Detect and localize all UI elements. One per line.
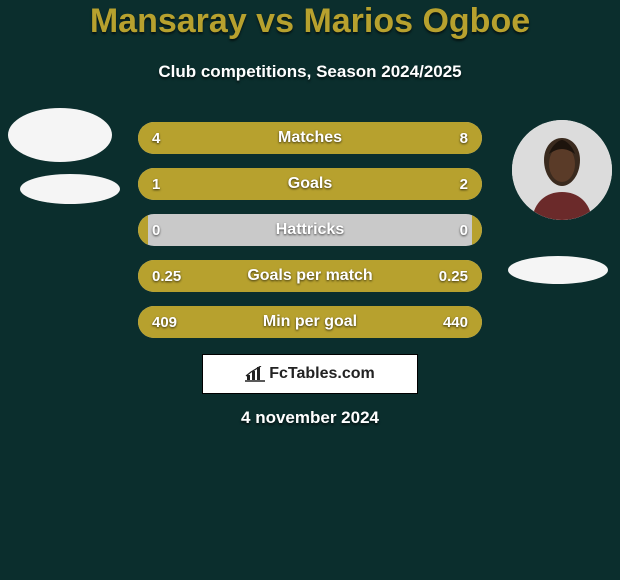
bar-left [138, 168, 310, 200]
bar-right [310, 168, 482, 200]
player-right-badge [508, 256, 608, 284]
page-title: Mansaray vs Marios Ogboe [0, 2, 620, 41]
bar-left [138, 214, 148, 246]
bar-left [138, 306, 310, 338]
bar-right [472, 214, 482, 246]
bar-left [138, 260, 310, 292]
player-left-badge [20, 174, 120, 204]
bar-right [310, 260, 482, 292]
snapshot-date: 4 november 2024 [0, 408, 620, 428]
player-right-image [512, 120, 612, 220]
stat-row: 0 0Hattricks [138, 214, 482, 246]
stat-label: Hattricks [138, 214, 482, 246]
comparison-card: Mansaray vs Marios Ogboe Club competitio… [0, 0, 620, 580]
stat-row: 48Matches [138, 122, 482, 154]
player-left-avatar [8, 108, 112, 162]
bar-left [138, 122, 310, 154]
site-name: FcTables.com [269, 365, 375, 383]
stat-row: 0.250.25Goals per match [138, 260, 482, 292]
player-right-avatar [512, 120, 612, 220]
site-attribution: FcTables.com [202, 354, 418, 394]
bar-right [310, 122, 482, 154]
bar-right [310, 306, 482, 338]
stat-value-left: 0 [152, 214, 160, 246]
stat-row: 409440Min per goal [138, 306, 482, 338]
bar-chart-icon [245, 366, 265, 382]
stat-value-right: 0 [460, 214, 468, 246]
page-subtitle: Club competitions, Season 2024/2025 [0, 62, 620, 82]
stat-row: 12Goals [138, 168, 482, 200]
stats-rows: 48Matches 12Goals 0 0Hattricks 0.250.25Goals… [138, 122, 482, 352]
